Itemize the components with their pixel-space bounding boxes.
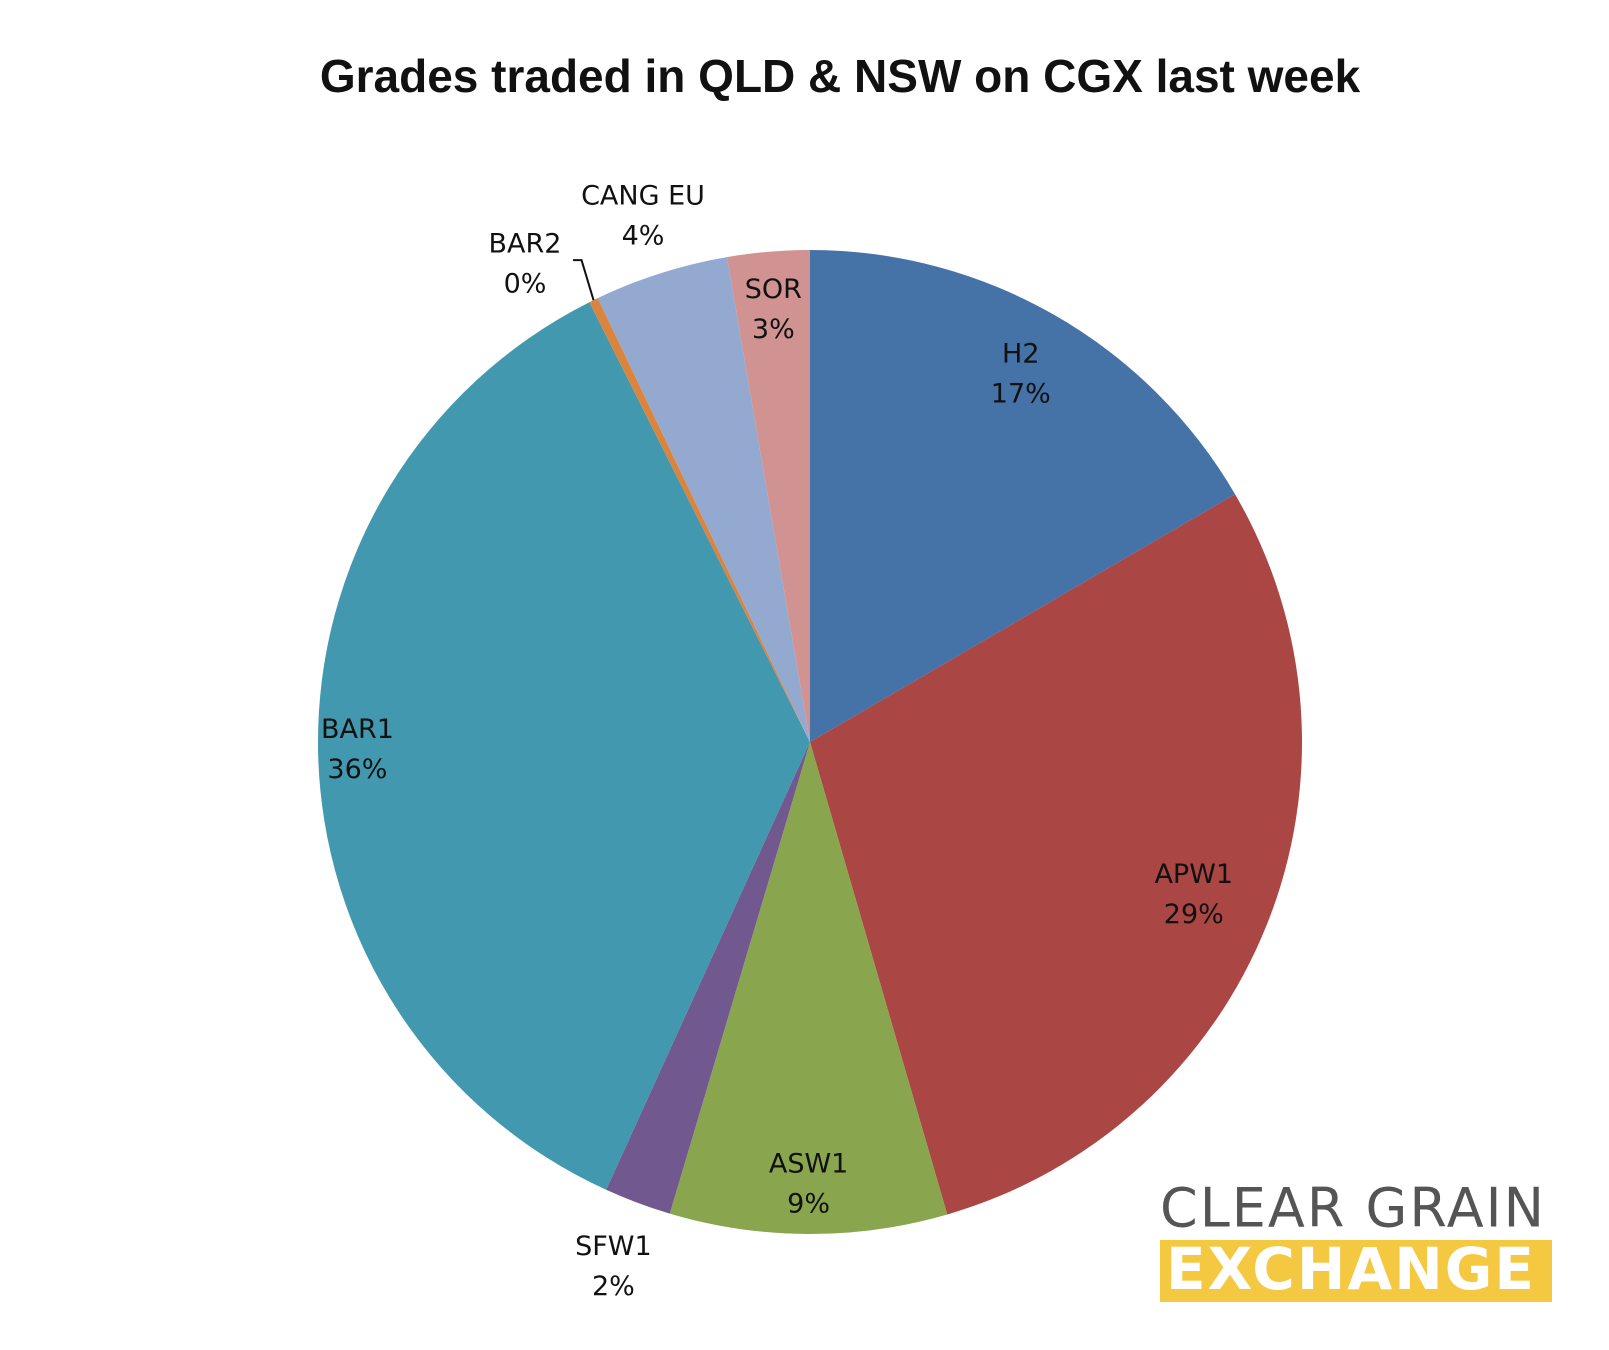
value-label: 9%	[787, 1188, 830, 1219]
value-label: 36%	[327, 754, 387, 785]
slice-label: BAR2	[489, 229, 562, 260]
pie-slice	[810, 494, 1302, 1215]
slice-label: BAR1	[321, 714, 394, 745]
slice-label: H2	[1002, 339, 1039, 370]
slice-label: SFW1	[575, 1231, 652, 1262]
value-label: 4%	[622, 220, 665, 251]
pie-slice	[726, 250, 810, 742]
logo-band	[1160, 1240, 1552, 1302]
leader-line	[573, 259, 595, 301]
pie-slice	[810, 250, 1236, 742]
value-label: 0%	[504, 269, 547, 300]
value-label: 2%	[592, 1271, 635, 1302]
slice-label: CANG EU	[581, 180, 705, 211]
pie-slice	[318, 302, 810, 1190]
pie-slice	[606, 742, 810, 1214]
chart-title: Grades traded in QLD & NSW on CGX last w…	[320, 50, 1361, 102]
value-label: 3%	[752, 314, 795, 345]
slice-label: ASW1	[769, 1148, 848, 1179]
pie-slice	[589, 298, 810, 742]
logo-line1: CLEAR GRAIN	[1160, 1177, 1546, 1240]
value-label: 17%	[991, 379, 1051, 410]
pie-slice	[597, 257, 810, 742]
logo: CLEAR GRAIN EXCHANGE	[1160, 1177, 1552, 1303]
value-label: 29%	[1164, 899, 1224, 930]
slice-label: APW1	[1154, 859, 1233, 890]
pie-slice	[669, 742, 948, 1234]
logo-line2: EXCHANGE	[1166, 1235, 1536, 1303]
slice-label: SOR	[745, 274, 802, 305]
